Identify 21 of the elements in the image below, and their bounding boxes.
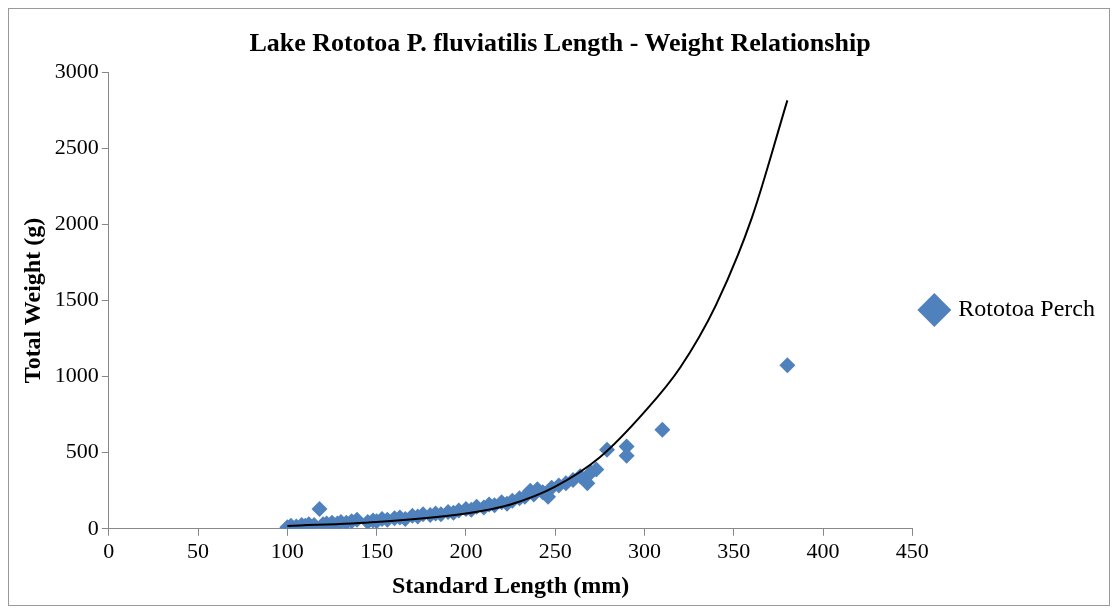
- x-tick-label: 0: [103, 537, 115, 563]
- chart-title: Lake Rototoa P. fluviatilis Length - Weight Relationship: [249, 28, 871, 58]
- legend-label: Rototoa Perch: [958, 295, 1095, 322]
- y-tick-label: 2000: [54, 210, 99, 236]
- x-tick-label: 300: [628, 537, 662, 563]
- y-tick-label: 1000: [54, 362, 99, 388]
- x-tick-label: 250: [538, 537, 572, 563]
- y-tick-label: 1500: [54, 286, 99, 312]
- y-tick-label: 3000: [54, 57, 99, 83]
- x-tick-label: 200: [449, 537, 483, 563]
- y-tick-label: 2500: [54, 134, 99, 160]
- x-axis-title: Standard Length (mm): [391, 571, 630, 598]
- x-tick-label: 150: [360, 537, 394, 563]
- y-tick-label: 0: [87, 514, 99, 540]
- x-tick-label: 50: [187, 537, 210, 563]
- x-tick-label: 400: [806, 537, 840, 563]
- y-axis-title: Total Weight (g): [18, 217, 45, 384]
- x-tick-label: 450: [895, 537, 929, 563]
- y-tick-label: 500: [65, 438, 99, 464]
- x-tick-label: 100: [270, 537, 304, 563]
- x-tick-label: 350: [717, 537, 751, 563]
